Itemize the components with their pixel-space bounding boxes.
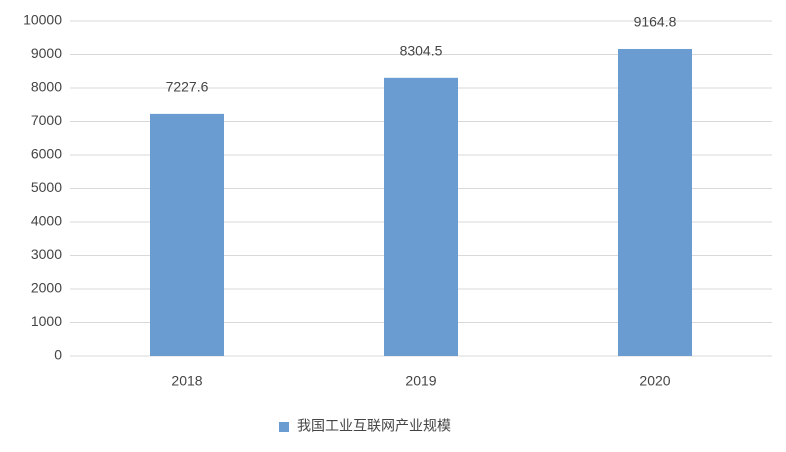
bar — [150, 113, 224, 356]
y-tick-label: 7000 — [31, 112, 62, 128]
y-tick-label: 8000 — [31, 79, 62, 95]
bar — [618, 48, 692, 357]
value-label: 9164.8 — [634, 14, 677, 30]
x-tick-label: 2019 — [405, 373, 436, 389]
y-tick-label: 6000 — [31, 146, 62, 162]
x-tick-label: 2020 — [639, 373, 670, 389]
value-label: 7227.6 — [166, 79, 209, 95]
y-tick-label: 1000 — [31, 313, 62, 329]
value-label: 8304.5 — [400, 43, 443, 59]
y-tick-label: 9000 — [31, 45, 62, 61]
bar — [384, 77, 458, 356]
y-tick-label: 10000 — [23, 12, 62, 28]
x-tick-label: 2018 — [171, 373, 202, 389]
y-tick-label: 3000 — [31, 246, 62, 262]
legend-label: 我国工业互联网产业规模 — [297, 418, 451, 434]
y-tick-label: 5000 — [31, 179, 62, 195]
y-tick-label: 0 — [54, 347, 62, 363]
legend-swatch — [279, 422, 289, 432]
y-tick-label: 4000 — [31, 213, 62, 229]
y-tick-label: 2000 — [31, 280, 62, 296]
